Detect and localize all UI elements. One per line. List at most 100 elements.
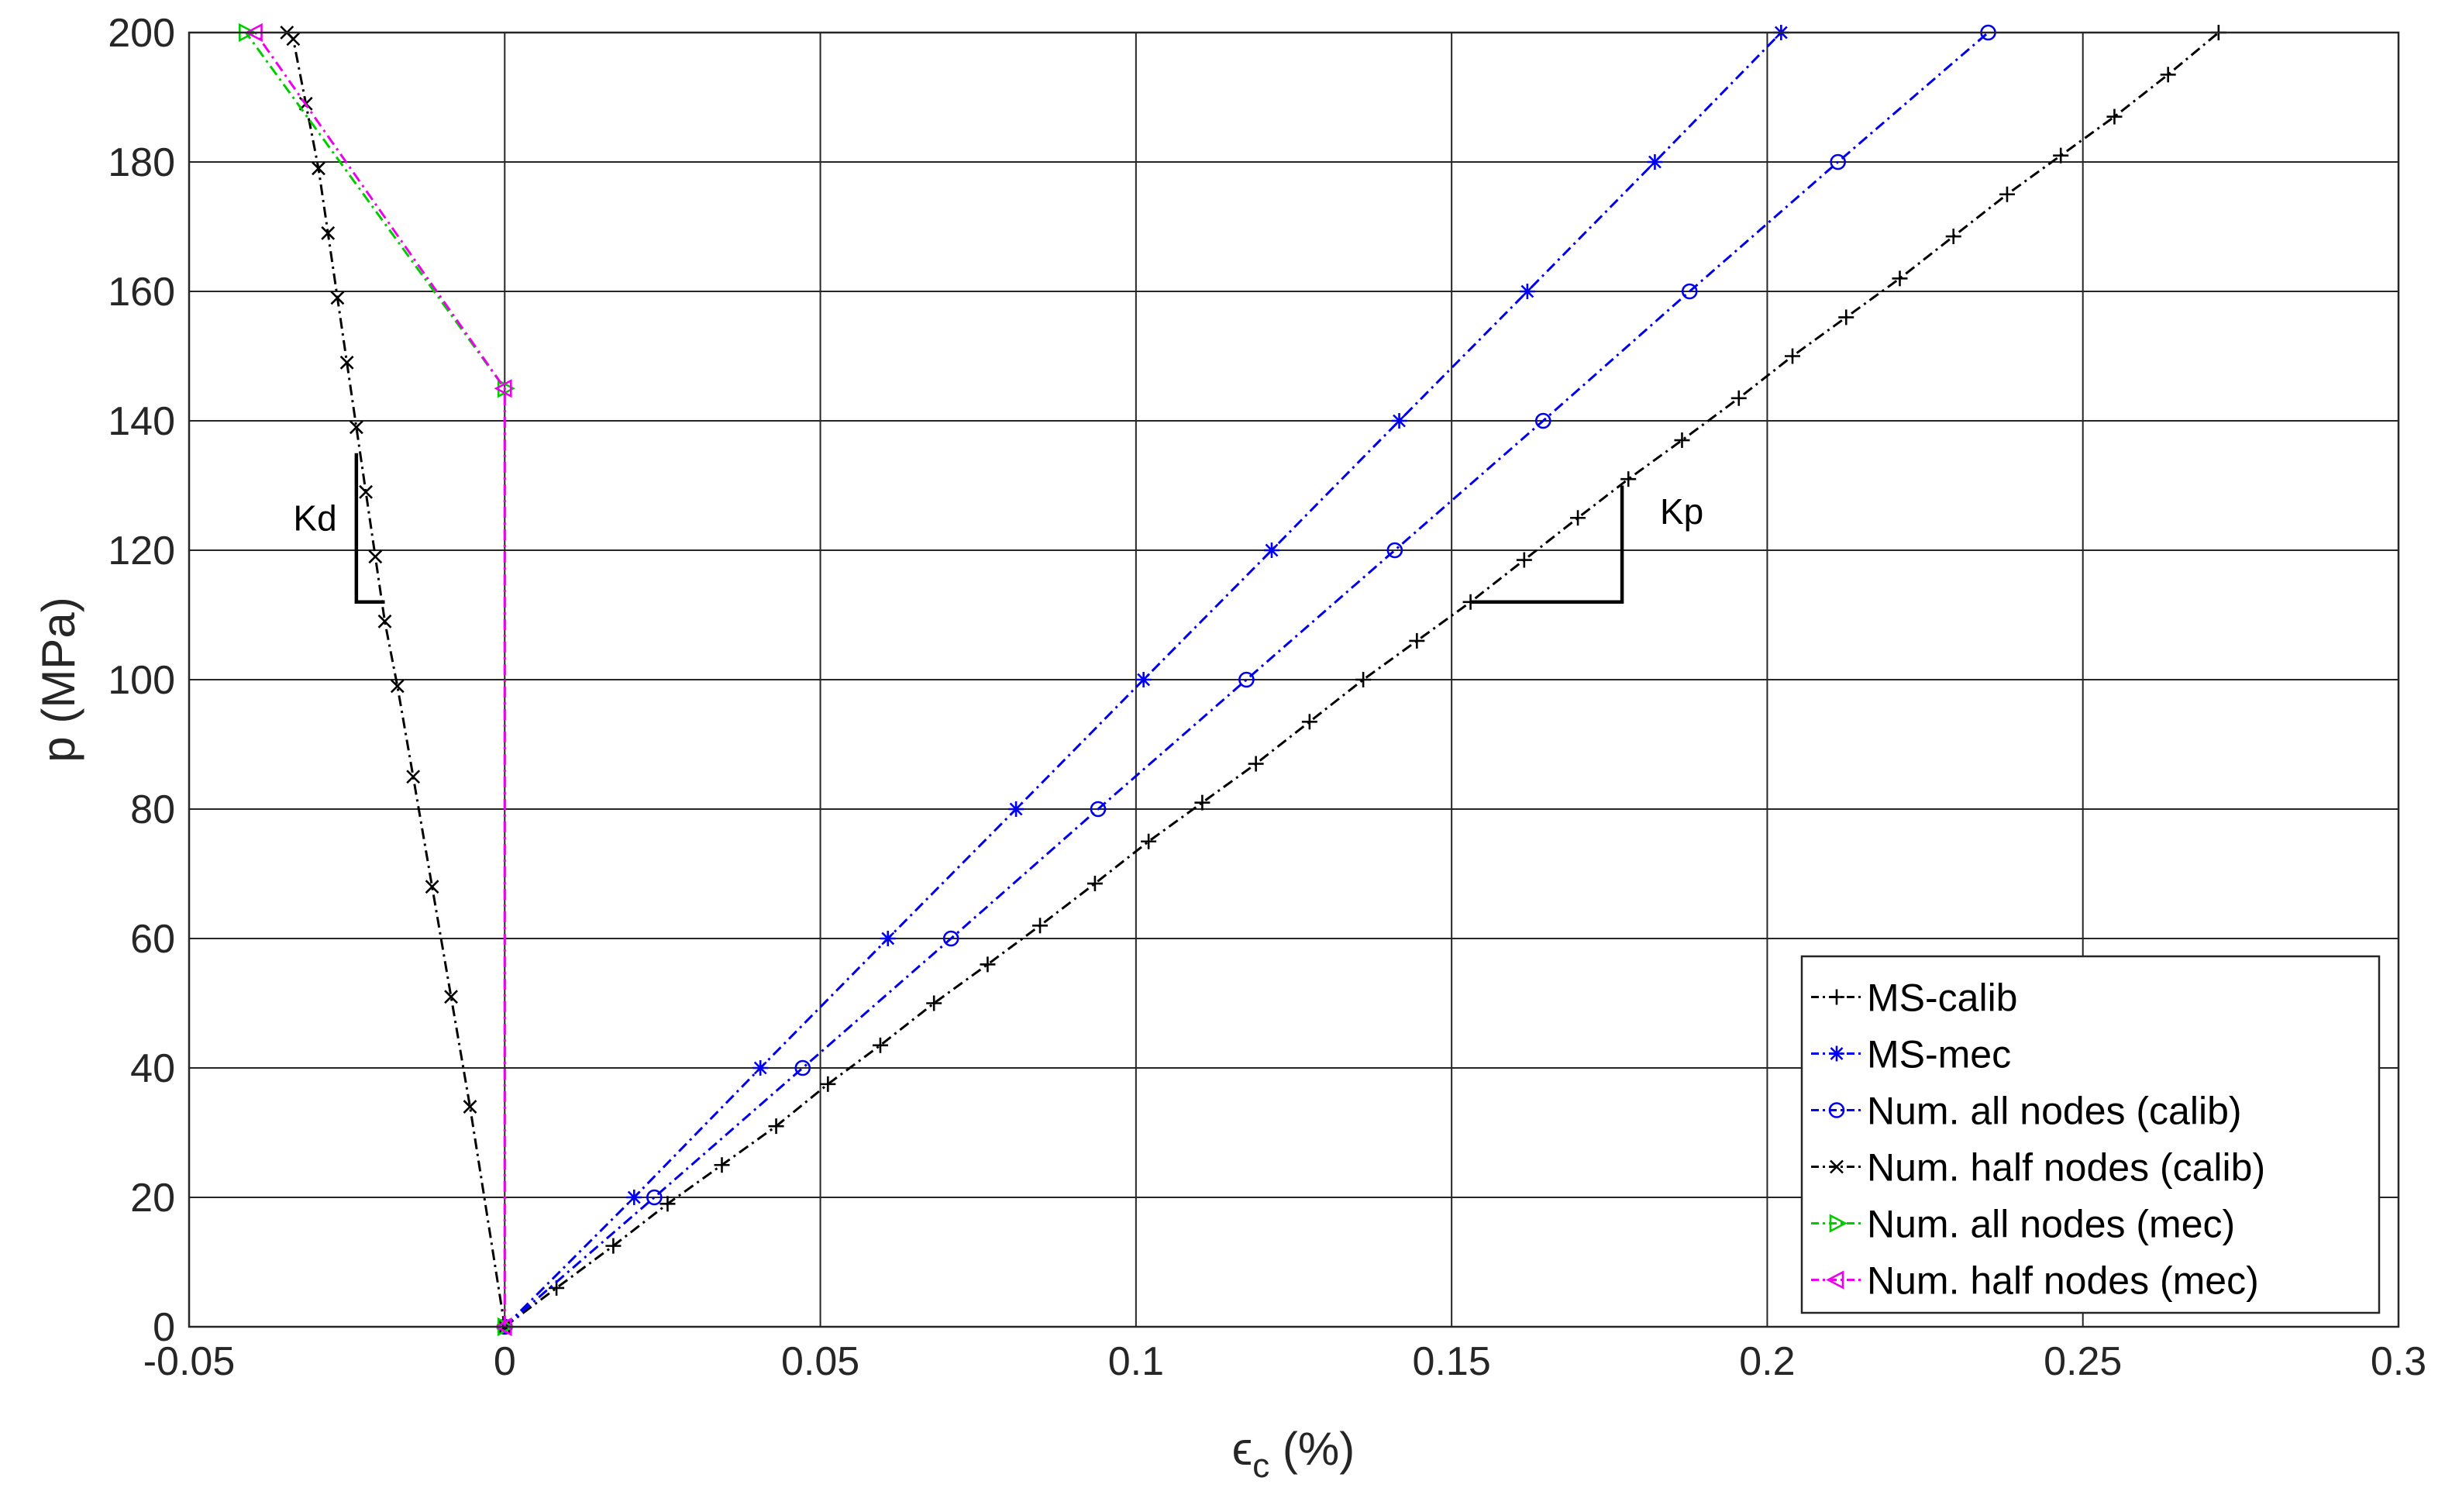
x-tick-label-0: -0.05: [143, 1339, 236, 1384]
series-1-point-7: [1391, 413, 1407, 429]
x-tick-label-1: 0: [494, 1339, 516, 1384]
series-3-point-11: [330, 291, 345, 305]
series-0-point-3: [659, 1196, 676, 1212]
series-1-point-1: [626, 1190, 642, 1205]
series-4-point-1: [497, 379, 516, 398]
legend-marker-0: [1829, 989, 1844, 1005]
y-tick-label-1: 20: [130, 1176, 175, 1221]
series-0-point-12: [1141, 833, 1157, 849]
series-0-point-24: [1785, 348, 1801, 364]
legend-marker-4: [1829, 1214, 1848, 1233]
legend-marker-2: [1828, 1102, 1845, 1118]
series-0-point-25: [1838, 309, 1854, 325]
series-2-point-7: [1534, 412, 1551, 429]
series-2-point-9: [1830, 153, 1846, 170]
series-0-point-14: [1248, 756, 1264, 772]
series-1-point-4: [1008, 801, 1024, 817]
series-2-point-8: [1681, 283, 1698, 300]
y-tick-label-6: 120: [108, 529, 175, 573]
series-3-point-13: [312, 161, 325, 176]
series-0-point-9: [980, 956, 996, 973]
series-1-point-9: [1647, 154, 1663, 170]
y-axis-title: p (MPa): [33, 597, 84, 762]
series-0-point-17: [1409, 632, 1425, 649]
series-0-point-8: [926, 995, 942, 1011]
y-tick-label-9: 180: [108, 140, 175, 185]
series-0-point-27: [1945, 229, 1961, 245]
legend-label-2: Num. all nodes (calib): [1867, 1090, 2242, 1133]
tick-labels: -0.05 0 0.05 0.1 0.15 0.2 0.25 0.30204060801001…: [108, 11, 2426, 1384]
y-tick-label-4: 80: [130, 787, 175, 832]
plot-frame: [188, 31, 2400, 1328]
x-axis-title-symbol: ϵ: [1232, 1423, 1253, 1475]
series-0-point-13: [1194, 794, 1210, 811]
annotations-layer: Kd Kp: [293, 453, 1703, 604]
series-2-point-6: [1386, 542, 1403, 559]
y-tick-label-8: 160: [108, 270, 175, 315]
series-3-point-2: [444, 990, 458, 1004]
series-0-point-23: [1730, 390, 1747, 406]
legend-entry-2: Num. all nodes (calib): [1811, 1090, 2242, 1133]
series-5-point-1: [494, 379, 512, 398]
legend-label-0: MS-calib: [1867, 976, 2017, 1020]
series-0-point-31: [2160, 67, 2176, 83]
x-tick-label-3: 0.1: [1108, 1339, 1164, 1384]
series-1-point-5: [1135, 672, 1152, 687]
x-tick-label-2: 0.05: [781, 1339, 859, 1384]
series-0-point-15: [1301, 714, 1317, 730]
series-3-point-1: [463, 1100, 477, 1114]
series-1-point-8: [1519, 284, 1535, 299]
legend-marker-1: [1829, 1045, 1844, 1062]
x-tick-label-5: 0.2: [1739, 1339, 1795, 1384]
series-line-5: [254, 32, 506, 1327]
series-line-0: [504, 31, 2219, 1328]
slope-annotation-0: Kd: [293, 453, 385, 604]
legend-label-1: MS-mec: [1867, 1033, 2011, 1076]
legend-label-4: Num. all nodes (mec): [1867, 1203, 2235, 1246]
series-0-point-4: [714, 1157, 730, 1173]
series-0-point-2: [605, 1238, 622, 1254]
series-2-point-2: [794, 1059, 811, 1076]
legend-entry-0: MS-calib: [1811, 976, 2017, 1020]
legend-box: [1800, 955, 2381, 1314]
series-1-point-2: [752, 1060, 769, 1076]
legend-marker-5: [1826, 1270, 1844, 1290]
series-0-point-16: [1355, 672, 1372, 687]
series-2-point-3: [942, 930, 959, 947]
y-tick-label-5: 100: [108, 658, 175, 703]
x-axis-title: ϵc (%): [1232, 1423, 1355, 1485]
y-tick-label-2: 40: [130, 1046, 175, 1091]
y-tick-label-3: 60: [130, 917, 175, 962]
y-tick-label-7: 140: [108, 399, 175, 444]
legend-entry-4: Num. all nodes (mec): [1811, 1203, 2235, 1246]
series-2-point-4: [1090, 801, 1107, 818]
series-0-point-21: [1620, 471, 1637, 487]
series-0-point-22: [1674, 432, 1690, 449]
series-0-point-7: [872, 1037, 888, 1053]
x-axis-title-subscript: c: [1252, 1447, 1269, 1485]
series-0-point-29: [2053, 147, 2069, 164]
series-3-point-9: [349, 420, 363, 435]
x-axis-title-unit: (%): [1269, 1423, 1355, 1475]
series-0-point-30: [2106, 108, 2123, 125]
series-0-point-6: [820, 1076, 836, 1092]
series-1-point-3: [880, 931, 896, 946]
slope-annotation-1: Kp: [1470, 485, 1703, 604]
series-3-point-7: [368, 549, 383, 564]
series-1-point-6: [1263, 542, 1279, 558]
legend-entry-3: Num. half nodes (calib): [1811, 1146, 2265, 1190]
legend: MS-calib MS-mec Num. all nodes (calib) Num.…: [1800, 955, 2381, 1314]
y-tick-label-0: 0: [153, 1305, 175, 1350]
series-3-point-10: [339, 355, 354, 370]
legend-label-3: Num. half nodes (calib): [1867, 1146, 2265, 1190]
series-2-point-5: [1238, 671, 1255, 688]
series-layer: [239, 22, 2226, 1337]
series-0-point-20: [1570, 510, 1586, 526]
series-0-point-26: [1892, 270, 1908, 287]
slope-triangle-0: [354, 453, 385, 604]
slope-label-0: Kd: [293, 498, 336, 538]
series-3-point-3: [425, 880, 439, 894]
slope-triangle-1: [1470, 485, 1624, 604]
legend-entry-5: Num. half nodes (mec): [1811, 1259, 2259, 1303]
